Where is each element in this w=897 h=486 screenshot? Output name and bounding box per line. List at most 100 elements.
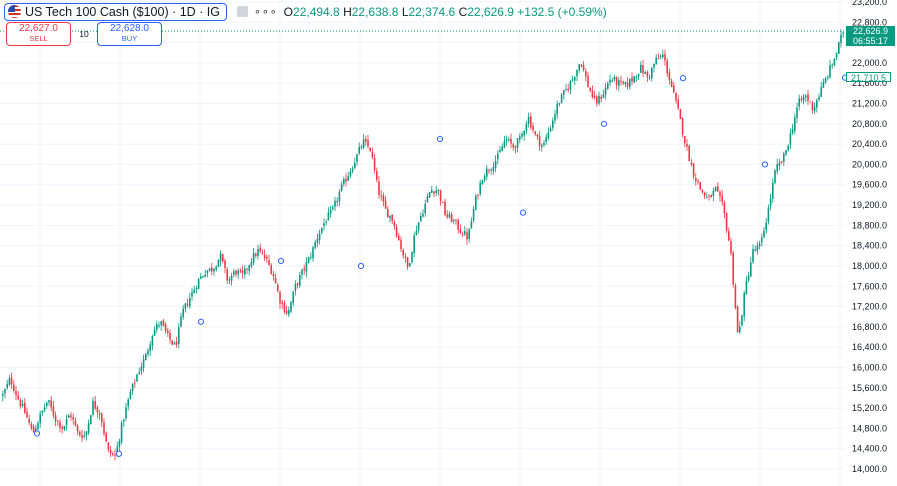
bar-countdown: 06:55:17 <box>852 36 889 46</box>
y-tick-label: 14,000.0 <box>852 464 887 474</box>
candle-body <box>789 133 792 145</box>
event-marker[interactable] <box>761 161 769 168</box>
y-tick-label: 22,000.0 <box>852 58 887 68</box>
candle-body <box>629 78 631 88</box>
candle-body <box>626 82 629 87</box>
candle-body <box>780 161 783 163</box>
event-marker[interactable] <box>115 450 123 457</box>
y-tick-label: 20,000.0 <box>852 159 887 169</box>
candle-body <box>640 64 642 73</box>
candle-body <box>743 292 745 317</box>
candle-body <box>54 415 57 422</box>
candle-body <box>138 372 140 374</box>
candle-body <box>563 90 565 95</box>
candle-body <box>490 169 492 171</box>
candle-body <box>41 410 44 413</box>
candle-body <box>519 136 521 140</box>
candle-body <box>684 136 686 144</box>
candle-body <box>107 442 110 450</box>
event-marker[interactable] <box>33 430 41 437</box>
candle-body <box>147 350 149 355</box>
candle-body <box>505 139 508 141</box>
candle-body <box>294 283 297 291</box>
candle-body <box>125 407 127 419</box>
candle-body <box>114 454 116 456</box>
event-marker[interactable] <box>519 209 527 216</box>
price-axis[interactable]: 14,000.0 14,400.0 14,800.0 15,200.0 15,600.0… <box>852 0 887 474</box>
candle-body <box>105 432 107 442</box>
series-visibility-icon[interactable] <box>237 6 248 17</box>
low-value: 22,374.6 <box>408 4 456 19</box>
event-marker[interactable] <box>436 135 444 143</box>
candle-body <box>46 402 48 407</box>
candle-body <box>6 383 8 389</box>
event-marker[interactable] <box>277 257 285 264</box>
candle-body <box>571 79 574 81</box>
candle-body <box>809 101 811 103</box>
event-marker[interactable] <box>197 318 205 325</box>
candle-body <box>358 146 360 154</box>
candle-body <box>552 120 554 128</box>
candle-body <box>26 411 28 418</box>
candle-body <box>659 55 662 57</box>
candle-body <box>345 178 347 182</box>
candle-body <box>272 274 275 277</box>
quantity-field[interactable]: 10 <box>79 29 89 39</box>
candle-body <box>413 235 415 254</box>
candle-body <box>362 139 365 148</box>
candle-body <box>420 216 422 222</box>
candle-body <box>57 420 59 422</box>
more-options-icon[interactable]: ∘∘∘ <box>254 6 278 18</box>
candle-body <box>417 222 420 231</box>
candle-body <box>101 413 103 423</box>
event-marker[interactable] <box>679 75 687 82</box>
candle-body <box>193 289 195 293</box>
event-marker[interactable] <box>600 120 608 127</box>
y-tick-label: 15,200.0 <box>852 403 887 413</box>
candle-body <box>189 298 191 307</box>
candle-body <box>406 257 409 268</box>
candle-body <box>512 144 514 148</box>
candle-body <box>756 245 759 251</box>
symbol-selector[interactable]: US Tech 100 Cash ($100) · 1D · IG <box>4 2 227 21</box>
candle-body <box>246 268 248 270</box>
us-flag-icon <box>8 5 21 18</box>
candle-body <box>807 94 809 101</box>
candle-body <box>543 142 545 145</box>
buy-button[interactable]: 22,628.0 BUY <box>97 22 162 46</box>
candle-body <box>732 252 734 285</box>
candle-body <box>701 189 704 193</box>
candle-body <box>554 114 556 121</box>
buy-label: BUY <box>121 34 138 43</box>
candle-body <box>360 146 363 148</box>
candle-body <box>787 145 789 151</box>
y-tick-label: 16,800.0 <box>852 322 887 332</box>
candle-body <box>675 93 677 101</box>
candle-body <box>769 198 772 207</box>
last-price-value: 22,626.9 <box>852 26 889 36</box>
candle-body <box>290 302 292 312</box>
candle-body <box>530 116 532 128</box>
candle-body <box>4 389 6 394</box>
candle-body <box>156 324 158 330</box>
candle-body <box>657 58 660 60</box>
candle-body <box>274 277 277 284</box>
candle-body <box>310 257 312 259</box>
candle-body <box>81 435 83 438</box>
candle-body <box>681 118 684 135</box>
candle-body <box>2 394 4 396</box>
candle-body <box>723 202 726 214</box>
candle-body <box>222 254 224 262</box>
y-tick-label: 18,800.0 <box>852 220 887 230</box>
candle-body <box>486 168 488 177</box>
candle-body <box>835 53 838 58</box>
candle-body <box>635 77 638 79</box>
candle-body <box>237 270 239 275</box>
candle-body <box>382 195 385 202</box>
sell-button[interactable]: 22,627.0 SELL <box>6 22 71 46</box>
event-marker[interactable] <box>357 262 365 270</box>
candle-body <box>642 65 644 74</box>
y-tick-label: 19,600.0 <box>852 180 887 190</box>
candle-body <box>334 200 336 207</box>
